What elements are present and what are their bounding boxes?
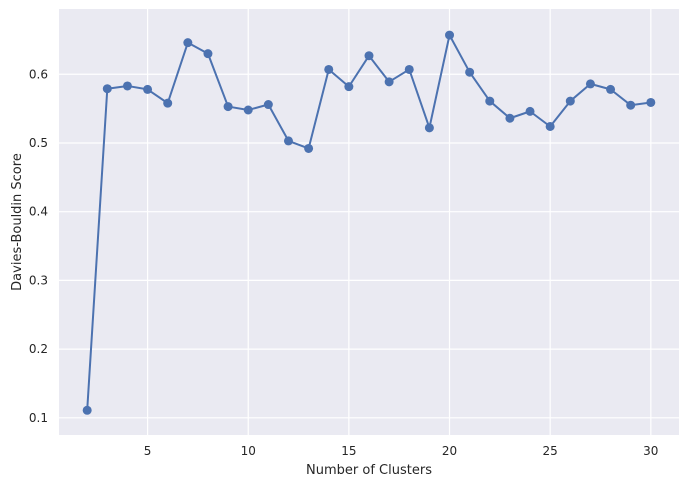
data-point <box>283 136 293 146</box>
data-point <box>364 51 374 61</box>
data-point <box>585 79 595 89</box>
data-point <box>646 97 656 107</box>
y-tick-label: 0.5 <box>29 136 48 150</box>
data-point <box>465 67 475 77</box>
x-tick-label: 25 <box>543 444 558 458</box>
data-point <box>163 98 173 108</box>
data-point <box>606 84 616 94</box>
x-axis-label: Number of Clusters <box>306 463 432 478</box>
x-tick-label: 30 <box>643 444 658 458</box>
plot-area <box>59 9 679 435</box>
data-point <box>263 100 273 110</box>
data-point <box>324 64 334 74</box>
y-tick-label: 0.1 <box>29 411 48 425</box>
data-point <box>304 143 314 153</box>
data-point <box>243 105 253 115</box>
data-point <box>626 100 636 110</box>
data-point <box>565 96 575 106</box>
y-tick-label: 0.6 <box>29 67 48 81</box>
x-tick-label: 20 <box>442 444 457 458</box>
data-point <box>344 82 354 92</box>
data-point <box>122 81 132 91</box>
data-point <box>485 96 495 106</box>
data-point <box>424 123 434 133</box>
x-tick-label: 5 <box>144 444 152 458</box>
data-point <box>525 106 535 116</box>
y-tick-label: 0.4 <box>29 205 48 219</box>
x-tick-label: 10 <box>241 444 256 458</box>
y-tick-label: 0.2 <box>29 342 48 356</box>
data-point <box>545 121 555 131</box>
data-point <box>82 405 92 415</box>
data-point <box>223 102 233 112</box>
y-axis-label: Davies-Bouldin Score <box>10 153 25 291</box>
x-tick-label: 15 <box>341 444 356 458</box>
data-point <box>505 113 515 123</box>
gridlines <box>59 9 679 435</box>
y-tick-label: 0.3 <box>29 273 48 287</box>
data-point <box>203 49 213 59</box>
data-point <box>445 30 455 40</box>
data-point <box>183 38 193 48</box>
series <box>82 30 656 415</box>
data-point <box>102 84 112 94</box>
data-point <box>143 84 153 94</box>
data-point <box>404 64 414 74</box>
tick-labels: 5 10 15 20 25 30 0.1 0.2 0.3 0.4 0.5 0.6 <box>29 67 659 458</box>
data-point <box>384 77 394 87</box>
